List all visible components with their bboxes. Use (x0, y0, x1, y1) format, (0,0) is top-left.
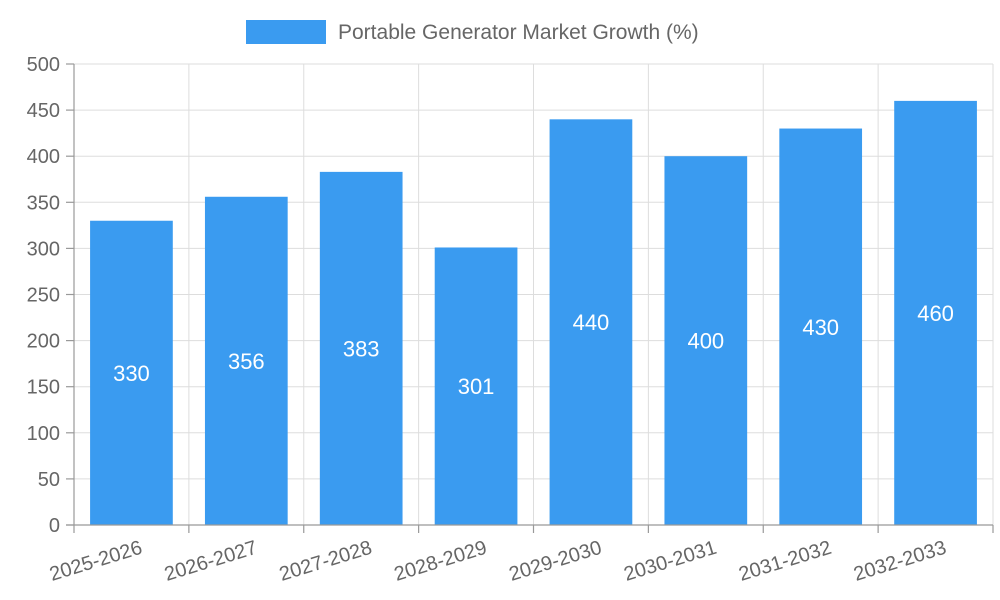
x-tick-label: 2032-2033 (851, 537, 949, 586)
y-tick-label: 350 (27, 192, 60, 214)
x-tick-label: 2027-2028 (277, 537, 375, 586)
bar[interactable] (204, 196, 288, 525)
bar-value-label: 356 (228, 349, 265, 374)
y-axis-ticks: 0 50 100 150 200 250 300 350 400 450 500 (27, 54, 74, 537)
x-tick-label: 2030-2031 (621, 537, 719, 586)
bar[interactable] (549, 119, 633, 525)
bar-value-label: 440 (573, 310, 610, 335)
bar-value-label: 383 (343, 336, 380, 361)
bar[interactable] (779, 128, 863, 526)
y-tick-label: 100 (27, 423, 60, 445)
legend[interactable]: Portable Generator Market Growth (%) (246, 20, 699, 44)
bar[interactable] (434, 247, 518, 525)
y-tick-label: 200 (27, 331, 60, 353)
y-tick-label: 400 (27, 146, 60, 168)
bar[interactable] (894, 100, 977, 525)
x-tick-label: 2026-2027 (162, 537, 260, 586)
bar[interactable] (319, 171, 403, 525)
x-axis-ticks: 2025-2026 2026-2027 2027-2028 2028-2029 2029… (47, 525, 994, 586)
bars (90, 100, 977, 526)
legend-label: Portable Generator Market Growth (%) (338, 21, 699, 44)
x-tick-label: 2025-2026 (47, 537, 145, 586)
bar[interactable] (664, 156, 748, 525)
x-tick-label: 2031-2032 (736, 537, 834, 586)
y-tick-label: 450 (27, 100, 60, 122)
y-tick-label: 300 (27, 238, 60, 260)
bar-value-label: 330 (113, 361, 150, 386)
bar-value-label: 301 (458, 374, 495, 399)
y-tick-label: 250 (27, 285, 60, 307)
y-tick-label: 150 (27, 377, 60, 399)
legend-swatch (246, 20, 326, 44)
y-tick-label: 500 (27, 54, 60, 76)
bar-value-labels: 330 356 383 301 440 400 430 460 (113, 301, 954, 399)
bar-value-label: 460 (917, 301, 954, 326)
bar[interactable] (90, 220, 173, 526)
bar-value-label: 400 (687, 329, 724, 354)
x-tick-label: 2028-2029 (392, 537, 490, 586)
bar-value-label: 430 (802, 315, 839, 340)
y-tick-label: 50 (38, 469, 60, 491)
x-tick-label: 2029-2030 (506, 537, 604, 586)
y-tick-label: 0 (49, 515, 60, 537)
